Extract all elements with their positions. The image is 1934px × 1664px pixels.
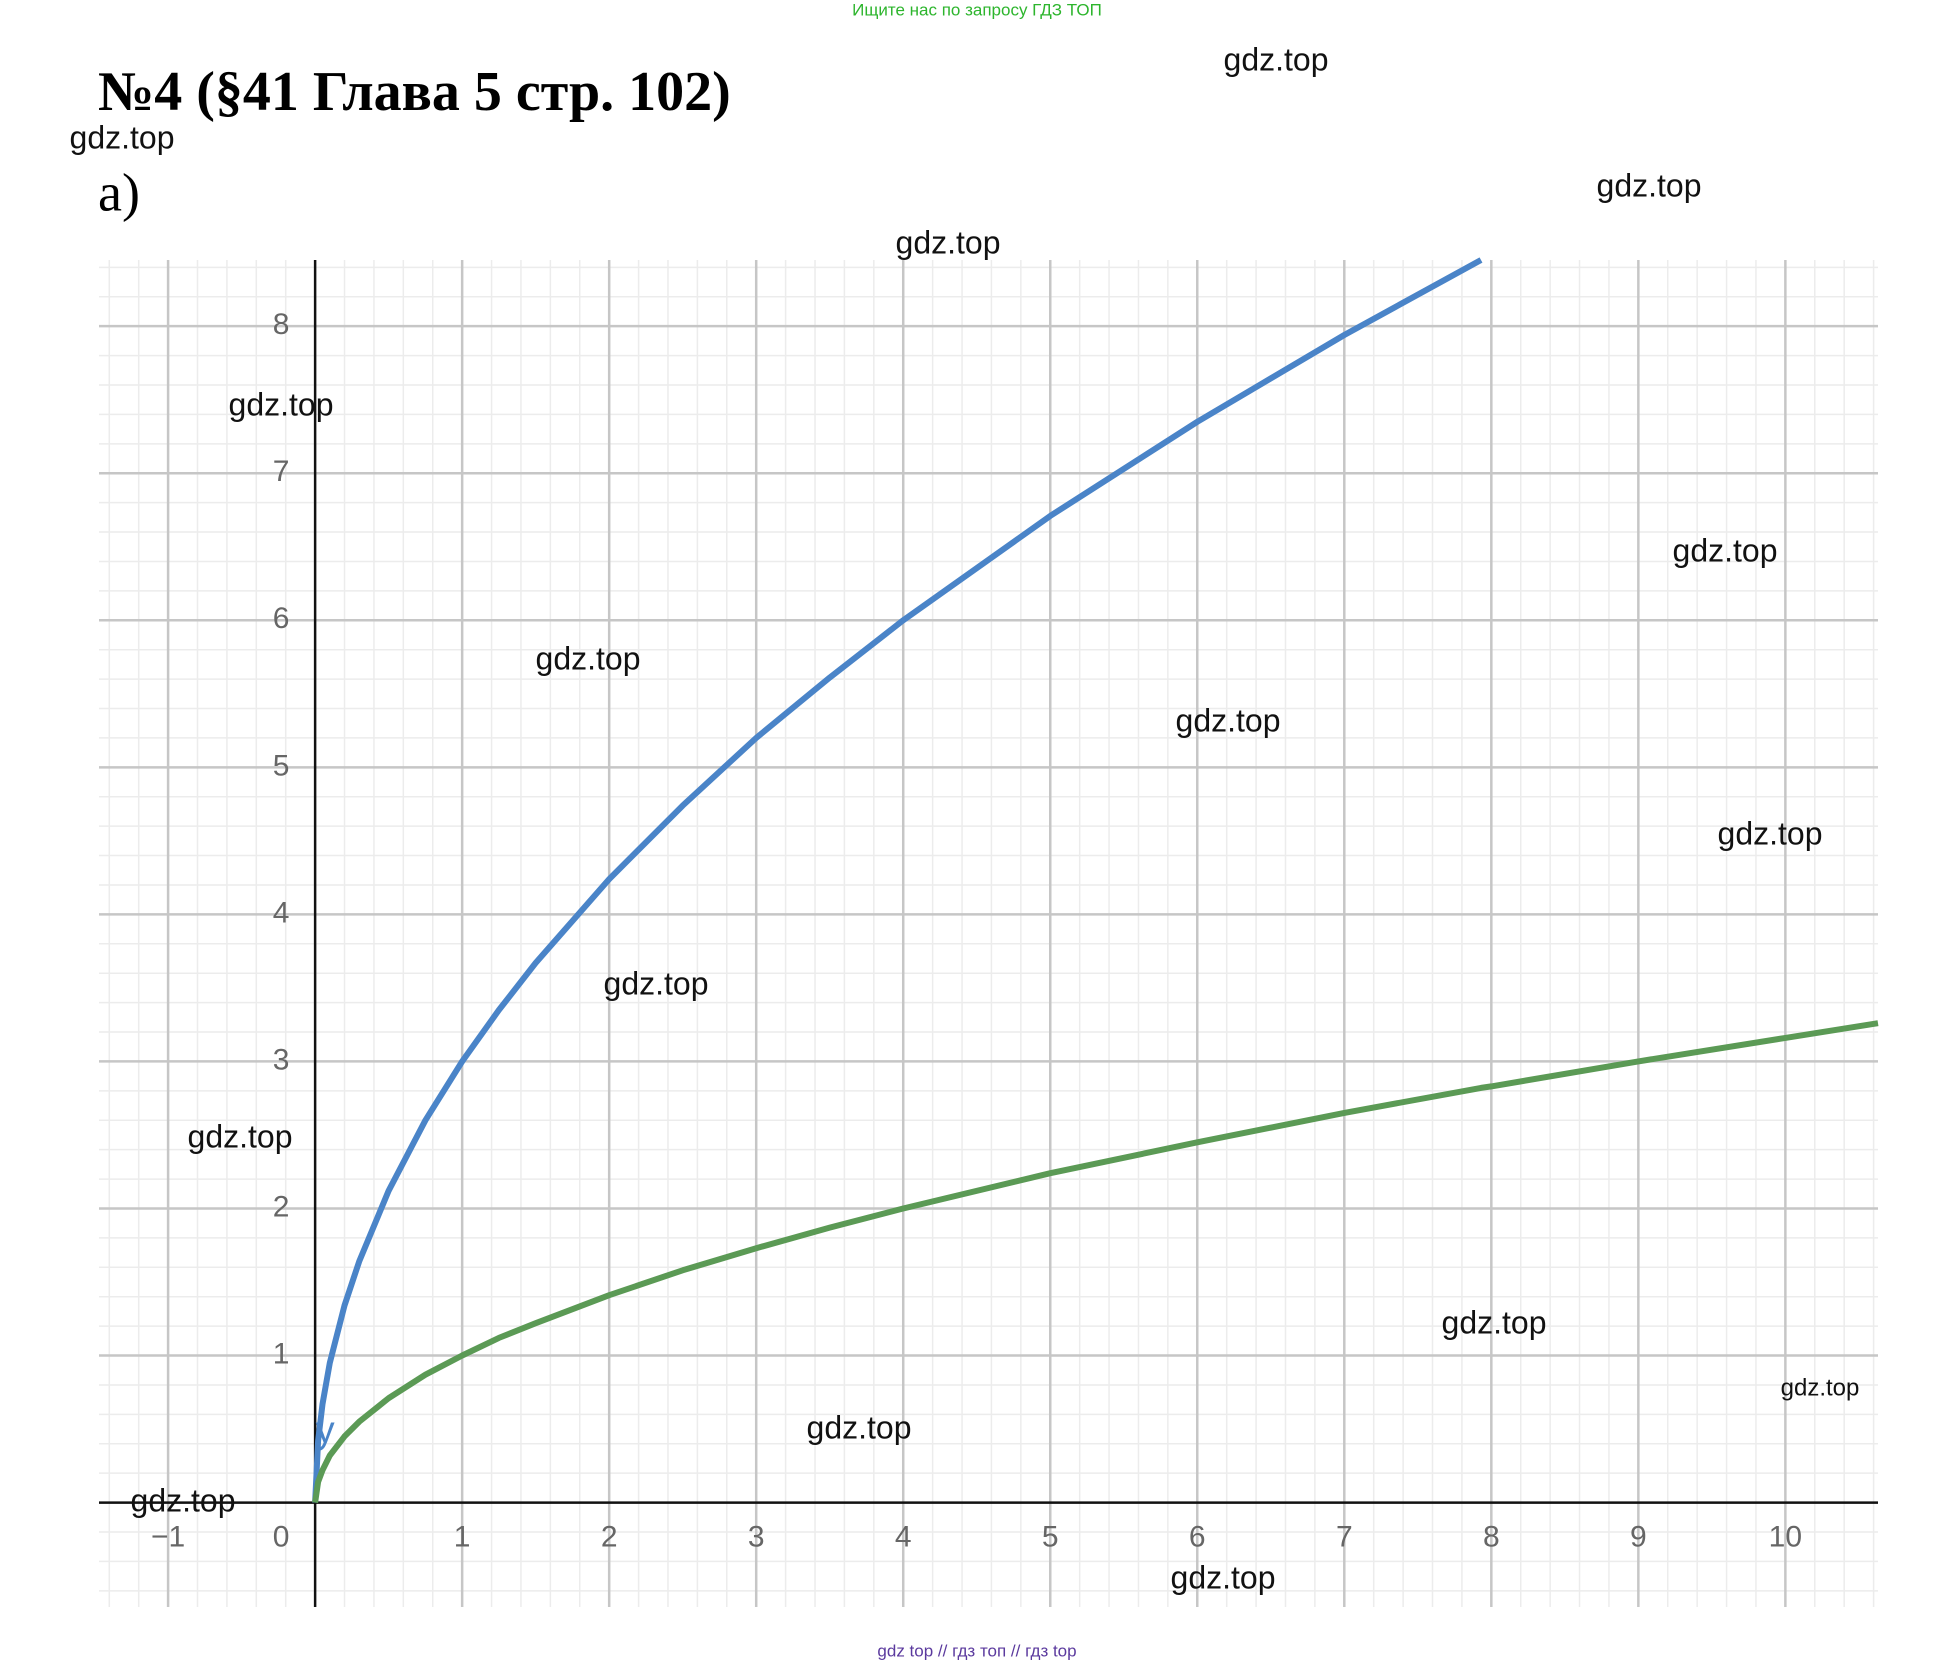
x-tick-label: 8	[1483, 1521, 1500, 1554]
watermark: gdz.top	[1442, 1304, 1547, 1340]
x-tick-label: 9	[1630, 1521, 1647, 1554]
x-tick-label: −1	[151, 1521, 185, 1554]
watermark: gdz.top	[1171, 1559, 1276, 1595]
watermark: gdz.top	[1781, 1374, 1860, 1401]
x-tick-label: 10	[1769, 1521, 1802, 1554]
curve	[312, 1020, 1879, 1504]
y-tick-label: 5	[273, 749, 290, 782]
watermark: gdz.top	[896, 224, 1001, 260]
watermark: gdz.top	[1176, 702, 1281, 738]
y-tick-label: 1	[273, 1337, 290, 1370]
watermark: gdz.top	[807, 1409, 912, 1445]
header: Ищите нас по запросу ГДЗ ТОП	[852, 0, 1102, 19]
axis-label: y	[316, 1410, 335, 1452]
curve	[312, 257, 1483, 1503]
watermark: gdz.top	[70, 119, 175, 155]
x-tick-label: 3	[748, 1521, 765, 1554]
watermark: gdz.top	[604, 965, 709, 1001]
watermarks: gdz.top gdz.top gdz.top gdz.top gdz.top gdz.t…	[70, 41, 1860, 1595]
watermark: gdz.top	[1673, 532, 1778, 568]
y-tick-label: 7	[273, 455, 290, 488]
x-tick-label: 1	[454, 1521, 471, 1554]
title: №4 (§41 Глава 5 стр. 102)	[98, 61, 731, 123]
x-tick-label: 4	[895, 1521, 912, 1554]
x-tick-label: 6	[1189, 1521, 1206, 1554]
y-tick-label: 4	[273, 896, 290, 929]
subtitle: а)	[98, 162, 140, 222]
watermark: gdz.top	[188, 1118, 293, 1154]
plot: −1 0 1 2 3 4 5 6 7 8 9 10 1 2 3 4 5 6 7 8 y	[99, 257, 1879, 1607]
x-tick-label: 7	[1336, 1521, 1353, 1554]
x-tick-label: 5	[1042, 1521, 1059, 1554]
watermark: gdz.top	[536, 640, 641, 676]
watermark: gdz.top	[1597, 167, 1702, 203]
x-tick-label: 2	[601, 1521, 618, 1554]
footer: gdz top // гдз топ // гдз top	[877, 1641, 1076, 1660]
watermark: gdz.top	[131, 1482, 236, 1518]
y-tick-label: 6	[273, 602, 290, 635]
y-tick-label: 3	[273, 1043, 290, 1076]
watermark: gdz.top	[1224, 41, 1329, 77]
watermark: gdz.top	[229, 386, 334, 422]
y-tick-label: 2	[273, 1190, 290, 1223]
y-tick-label: 8	[273, 308, 290, 341]
watermark: gdz.top	[1718, 815, 1823, 851]
x-tick-label: 0	[273, 1521, 290, 1554]
